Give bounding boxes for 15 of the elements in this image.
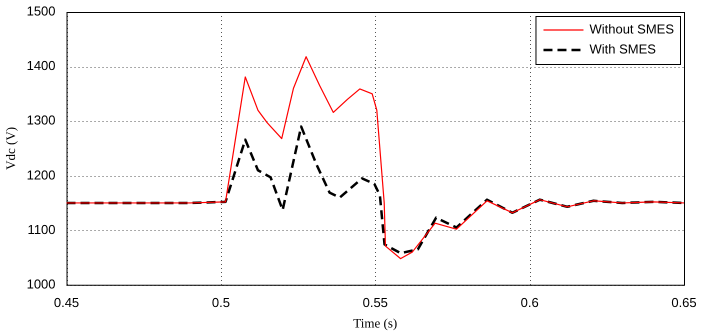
legend-label: Without SMES	[589, 22, 674, 37]
legend-label: With SMES	[589, 42, 656, 57]
x-tick-label: 0.6	[520, 295, 539, 310]
x-tick-label: 0.65	[671, 295, 697, 310]
y-tick-label: 1100	[28, 222, 56, 237]
y-tick-label: 1300	[26, 112, 56, 128]
x-tick-label: 0.55	[362, 295, 388, 310]
y-tick-label: 1200	[26, 167, 56, 182]
y-tick-label: 1400	[26, 58, 56, 74]
y-tick-label: 1500	[26, 4, 56, 19]
x-axis-title: Time (s)	[353, 316, 398, 331]
x-tick-label: 0.5	[212, 295, 230, 310]
y-tick-label: 1000	[26, 276, 56, 292]
x-tick-label: 0.45	[54, 295, 80, 310]
y-axis-title: Vdc (V)	[3, 126, 18, 170]
